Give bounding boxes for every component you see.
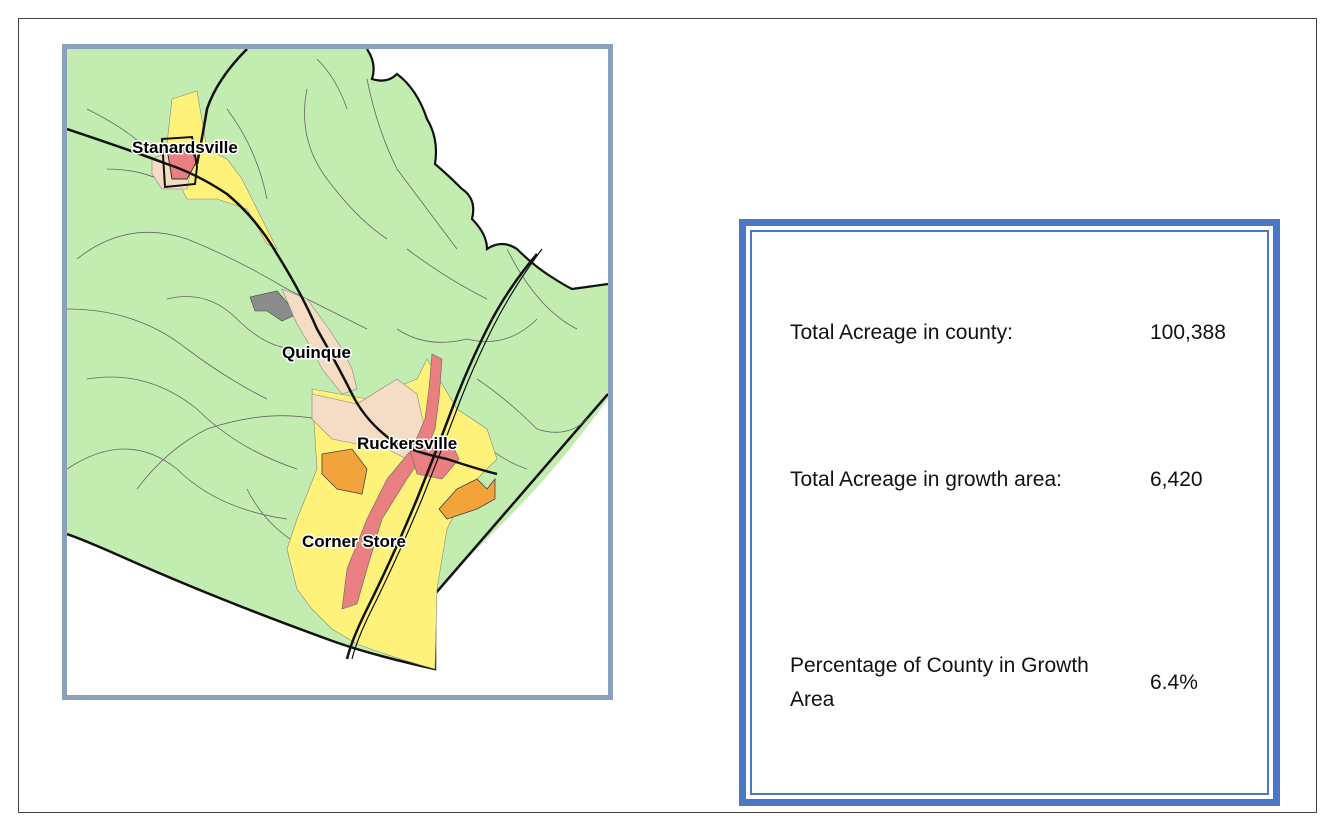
stat-value: 6,420	[1150, 468, 1203, 491]
stat-row-total-county: Total Acreage in county: 100,388	[790, 316, 1260, 350]
stat-value: 100,388	[1150, 321, 1226, 344]
major-roads	[67, 49, 543, 660]
place-label-ruckersville: Ruckersville	[357, 434, 457, 453]
stat-label: Total Acreage in growth area:	[790, 468, 1062, 491]
county-boundary-southeast	[67, 393, 608, 671]
stat-value: 6.4%	[1150, 670, 1198, 694]
county-map[interactable]: Stanardsville Quinque Ruckersville Corne…	[62, 44, 613, 700]
acreage-stats-box: Total Acreage in county: 100,388 Total A…	[739, 219, 1280, 806]
place-label-quinque: Quinque	[282, 343, 351, 362]
map-svg: Stanardsville Quinque Ruckersville Corne…	[67, 49, 608, 671]
ruckersville-land-use	[286, 353, 498, 670]
acreage-stats-inner-border	[750, 230, 1269, 795]
place-label-stanardsville: Stanardsville	[132, 138, 238, 157]
stat-label: Total Acreage in county:	[790, 321, 1013, 344]
stat-row-growth-area: Total Acreage in growth area: 6,420	[790, 463, 1260, 497]
stat-row-percentage: Percentage of County in Growth Area 6.4%	[790, 649, 1260, 716]
page-frame	[18, 18, 1317, 813]
county-boundary-east	[366, 49, 608, 291]
place-label-corner-store: Corner Store	[302, 532, 406, 551]
stat-label: Percentage of County in Growth Area	[790, 654, 1089, 711]
